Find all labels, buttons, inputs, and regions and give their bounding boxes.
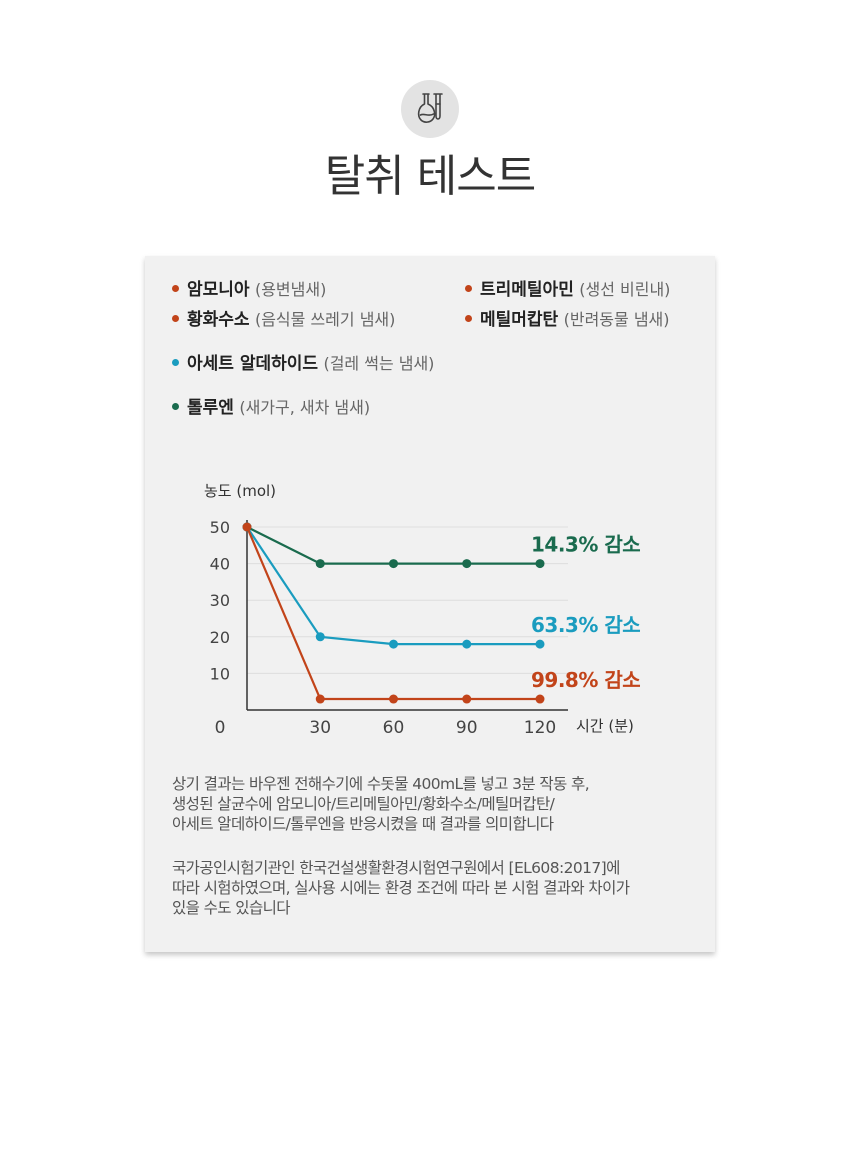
legend-item-hydrogen-sulfide: 황화수소 (음식물 쓰레기 냄새) (172, 309, 395, 331)
note-line: 생성된 살균수에 암모니아/트리메틸아민/황화수소/메틸머캅탄/ (172, 795, 555, 813)
legend-dot-icon (465, 314, 472, 322)
y-tick-label: 40 (210, 555, 230, 574)
note-line: 따라 시험하였으며, 실사용 시에는 환경 조건에 따라 본 시험 결과와 차이… (172, 879, 630, 897)
legend-desc: (용변냄새) (254, 280, 327, 299)
note-line: 국가공인시험기관인 한국건설생활환경시험연구원에서 [EL608:2017]에 (172, 859, 620, 877)
legend-dot-icon (172, 284, 179, 292)
x-tick-label: 60 (383, 718, 405, 738)
note-line: 상기 결과는 바우젠 전해수기에 수돗물 400mL를 넣고 3분 작동 후, (172, 775, 590, 793)
page-title: 탈취 테스트 (324, 151, 536, 202)
data-point-1 (389, 639, 398, 649)
data-point-2 (315, 694, 325, 704)
note-paragraph-certification: 국가공인시험기관인 한국건설생활환경시험연구원에서 [EL608:2017]에 … (172, 858, 692, 918)
data-point-0 (462, 559, 472, 569)
legend-desc: (생선 비린내) (579, 280, 671, 299)
series-line-1 (246, 526, 540, 646)
legend-dot-icon (172, 402, 179, 410)
legend-desc: (음식물 쓰레기 냄새) (254, 310, 396, 329)
note-paragraph-method: 상기 결과는 바우젠 전해수기에 수돗물 400mL를 넣고 3분 작동 후, … (172, 774, 692, 834)
legend-name: 암모니아 (187, 280, 250, 300)
y-tick-label: 20 (210, 628, 230, 647)
data-point-0 (315, 559, 325, 569)
flask-and-test-tube-icon (401, 80, 459, 138)
note-line: 있을 수도 있습니다 (172, 899, 291, 917)
data-point-1 (535, 639, 545, 649)
x-tick-label: 90 (456, 718, 478, 738)
x-axis-label: 시간 (분) (576, 717, 634, 735)
series-line-0 (246, 526, 540, 565)
x-tick-label: 30 (309, 718, 331, 738)
legend-item-toluene: 톨루엔 (새가구, 새차 냄새) (172, 397, 370, 419)
y-tick-label: 10 (210, 664, 230, 683)
data-point-0 (535, 559, 545, 569)
reduction-annotation: 63.3% 감소 (531, 613, 640, 637)
data-point-2 (242, 522, 252, 532)
legend-name: 황화수소 (187, 310, 250, 330)
data-point-2 (462, 694, 472, 704)
legend-name: 트리메틸아민 (480, 280, 574, 300)
y-tick-label: 30 (210, 591, 230, 610)
y-tick-label: 50 (210, 518, 230, 537)
x-tick-label: 120 (524, 718, 556, 738)
y-axis-label: 농도 (mol) (204, 482, 276, 500)
data-point-1 (462, 639, 472, 649)
legend-desc: (걸레 썩는 냄새) (323, 354, 435, 373)
legend-item-acetaldehyde: 아세트 알데하이드 (걸레 썩는 냄새) (172, 353, 434, 375)
legend-dot-icon (465, 284, 472, 292)
reduction-annotation: 99.8% 감소 (531, 668, 640, 692)
deodorization-line-chart: 10 20 30 40 50 0 30 60 90 120 농도 (mol) 시간 (분) 14.3% … (204, 482, 641, 738)
legend-dot-icon (172, 314, 179, 322)
data-point-1 (315, 632, 325, 642)
note-line: 아세트 알데하이드/톨루엔을 반응시켰을 때 결과를 의미합니다 (172, 815, 554, 833)
x-tick-label: 0 (215, 718, 226, 738)
legend-name: 톨루엔 (187, 398, 234, 418)
legend-dot-icon (172, 358, 179, 366)
legend-name: 메틸머캅탄 (480, 310, 559, 330)
reduction-annotation: 14.3% 감소 (531, 533, 640, 557)
legend-desc: (반려동물 냄새) (563, 310, 670, 329)
legend-desc: (새가구, 새차 냄새) (239, 398, 371, 417)
legend-item-trimethylamine: 트리메틸아민 (생선 비린내) (465, 279, 670, 301)
legend-name: 아세트 알데하이드 (187, 354, 319, 374)
data-point-0 (389, 559, 398, 569)
test-result-panel (145, 256, 715, 952)
data-point-2 (389, 694, 398, 704)
legend-item-ammonia: 암모니아 (용변냄새) (172, 279, 326, 301)
data-point-2 (535, 694, 545, 704)
legend-item-methyl-mercaptan: 메틸머캅탄 (반려동물 냄새) (465, 309, 670, 331)
